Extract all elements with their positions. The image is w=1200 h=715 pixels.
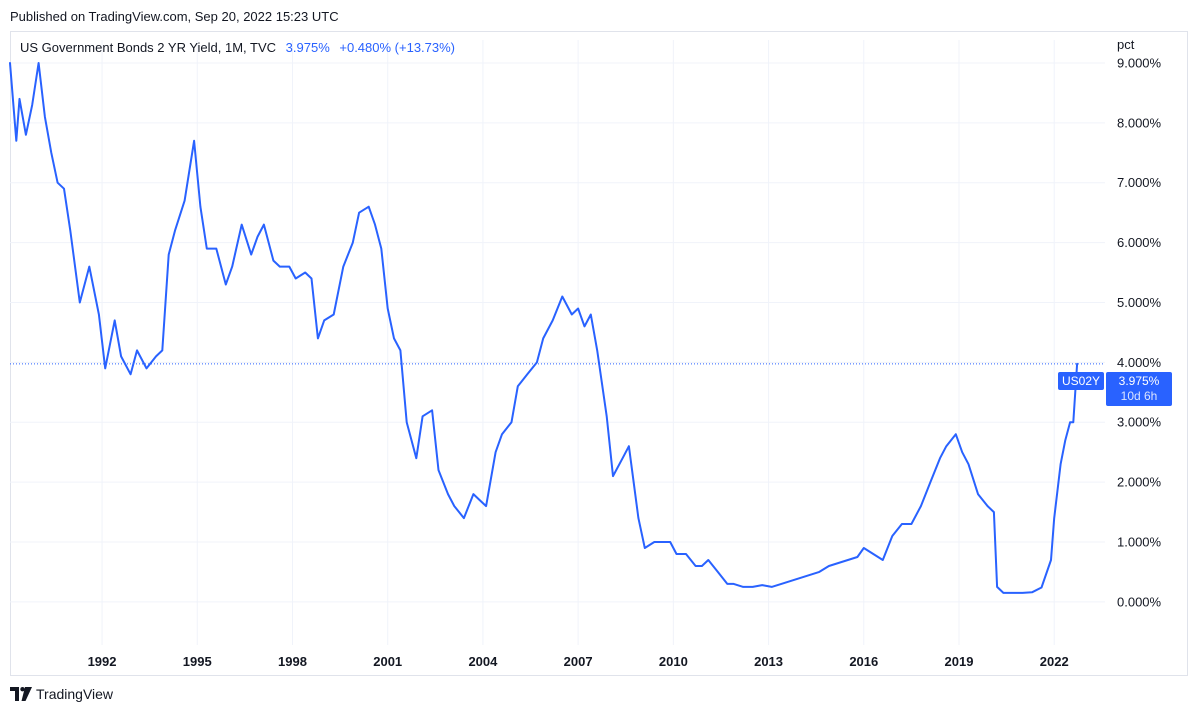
price-tag-symbol: US02Y bbox=[1058, 372, 1104, 390]
series-line[interactable] bbox=[9, 62, 1079, 594]
legend[interactable]: US Government Bonds 2 YR Yield, 1M, TVC … bbox=[20, 40, 455, 55]
tradingview-logo-icon bbox=[10, 687, 32, 701]
y-tick-label: 4.000% bbox=[1117, 355, 1162, 370]
x-tick-label: 1998 bbox=[278, 654, 307, 669]
price-tag-value: 3.975% 10d 6h bbox=[1106, 372, 1172, 406]
axis-unit-label: pct bbox=[1117, 37, 1135, 52]
y-tick-label: 6.000% bbox=[1117, 235, 1162, 250]
published-caption: Published on TradingView.com, Sep 20, 20… bbox=[10, 9, 339, 24]
legend-change: +0.480% (+13.73%) bbox=[339, 40, 456, 55]
x-tick-label: 2016 bbox=[849, 654, 878, 669]
footer-brand[interactable]: TradingView bbox=[10, 686, 113, 702]
y-tick-label: 7.000% bbox=[1117, 175, 1162, 190]
x-tick-label: 2022 bbox=[1040, 654, 1069, 669]
legend-symbol-name[interactable]: US Government Bonds 2 YR Yield, 1M, TVC bbox=[20, 40, 277, 55]
x-tick-label: 2004 bbox=[468, 654, 498, 669]
x-tick-label: 1992 bbox=[88, 654, 117, 669]
price-tag-countdown: 10d 6h bbox=[1120, 389, 1158, 403]
x-tick-label: 2013 bbox=[754, 654, 783, 669]
x-tick-label: 2010 bbox=[659, 654, 688, 669]
x-tick-label: 2019 bbox=[945, 654, 974, 669]
y-tick-label: 5.000% bbox=[1117, 295, 1162, 310]
y-axis: 0.000% 1.000% 2.000% 3.000% 4.000% 5.000% 6.00… bbox=[1117, 55, 1162, 609]
x-tick-label: 2007 bbox=[564, 654, 593, 669]
x-tick-label: 1995 bbox=[183, 654, 212, 669]
y-tick-label: 1.000% bbox=[1117, 535, 1162, 550]
y-tick-label: 8.000% bbox=[1117, 115, 1162, 130]
y-tick-label: 0.000% bbox=[1117, 594, 1162, 609]
legend-last-value: 3.975% bbox=[285, 40, 330, 55]
x-tick-label: 2001 bbox=[373, 654, 402, 669]
y-tick-label: 3.000% bbox=[1117, 415, 1162, 430]
price-tag-last: 3.975% bbox=[1118, 374, 1160, 388]
grid bbox=[10, 40, 1105, 645]
chart-frame bbox=[10, 31, 1188, 676]
y-tick-label: 9.000% bbox=[1117, 55, 1162, 70]
y-tick-label: 2.000% bbox=[1117, 475, 1162, 490]
footer-brand-text: TradingView bbox=[36, 686, 114, 702]
x-axis: 1992 1995 1998 2001 2004 2007 2010 2013 2016 2019… bbox=[88, 654, 1069, 669]
